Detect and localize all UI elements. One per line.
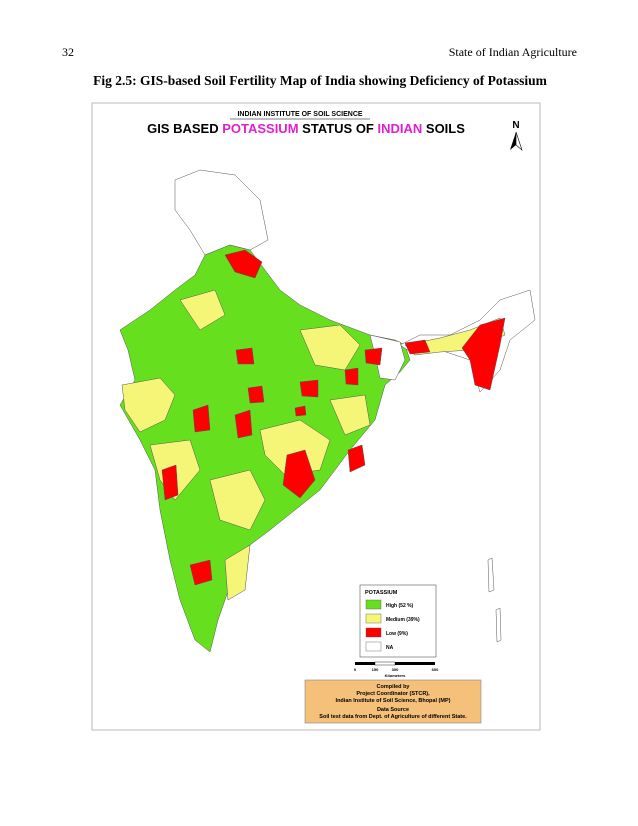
- region-medium: [259, 419, 331, 476]
- scale-bar: 0 150 300 600 Kilometers: [354, 661, 439, 678]
- islands: [487, 557, 495, 593]
- map-title: GIS BASED POTASSIUM STATUS OF INDIAN SOI…: [147, 121, 465, 136]
- north-label: N: [512, 120, 519, 131]
- region-medium: [179, 289, 226, 331]
- title-part: GIS BASED: [147, 121, 222, 136]
- legend-label: NA: [386, 645, 394, 651]
- figure-caption: Fig 2.5: GIS-based Soil Fertility Map of…: [93, 73, 548, 88]
- legend-label: High (52 %): [386, 603, 414, 609]
- region-medium: [329, 394, 371, 436]
- credits-text: Indian Institute of Soil Science, Bhopal…: [336, 698, 451, 704]
- region-medium: [209, 469, 266, 531]
- credits-label: Compiled by: [376, 684, 410, 690]
- india-map: [119, 169, 536, 653]
- scale-segment: [374, 661, 396, 666]
- legend-label: Low (9%): [386, 631, 408, 637]
- legend-swatch: [365, 641, 382, 652]
- credits-box: [304, 679, 482, 724]
- scale-label: 300: [392, 667, 399, 672]
- legend-title: POTASSIUM: [365, 590, 398, 596]
- region-low: [347, 444, 366, 473]
- running-title: State of Indian Agriculture: [449, 45, 577, 59]
- legend-label: Medium (39%): [386, 617, 420, 623]
- region-medium: [299, 324, 361, 371]
- title-part: STATUS OF: [299, 121, 378, 136]
- scale-segment: [395, 662, 435, 665]
- title-part: SOILS: [422, 121, 465, 136]
- title-part: INDIAN: [378, 121, 423, 136]
- scale-segment: [355, 662, 375, 665]
- region-low: [192, 404, 211, 433]
- region-low: [461, 317, 506, 391]
- legend-swatch: [365, 613, 382, 624]
- region-low: [224, 249, 263, 279]
- region-low: [235, 347, 255, 365]
- region-low: [189, 559, 213, 586]
- scale-label: 0: [354, 667, 357, 672]
- region-low: [294, 405, 307, 417]
- north-arrow: [515, 131, 523, 151]
- region-low: [161, 464, 179, 501]
- region-medium: [121, 377, 176, 433]
- region-low: [404, 339, 431, 355]
- title-part: POTASSIUM: [222, 121, 298, 136]
- region-low: [364, 347, 383, 366]
- page-number: 32: [62, 45, 74, 59]
- north-arrow: [510, 132, 516, 150]
- region-low: [299, 379, 319, 398]
- scale-label: 600: [432, 667, 439, 672]
- islands: [495, 607, 502, 643]
- region-low: [247, 385, 265, 404]
- credits-label: Data Source: [377, 707, 409, 713]
- region-low: [234, 409, 253, 439]
- credits-text: Soil test data from Dept. of Agriculture…: [319, 714, 467, 720]
- region-low: [282, 449, 316, 499]
- region-medium: [224, 544, 251, 601]
- legend-swatch: [365, 599, 382, 610]
- scale-label: 150: [372, 667, 379, 672]
- credits-text: Project Coordinator (STCR),: [356, 691, 430, 697]
- scale-unit: Kilometers: [385, 673, 406, 678]
- map-institute: INDIAN INSTITUTE OF SOIL SCIENCE: [237, 111, 362, 118]
- legend-swatch: [365, 627, 382, 638]
- region-low: [344, 367, 359, 386]
- region-low: [161, 249, 506, 586]
